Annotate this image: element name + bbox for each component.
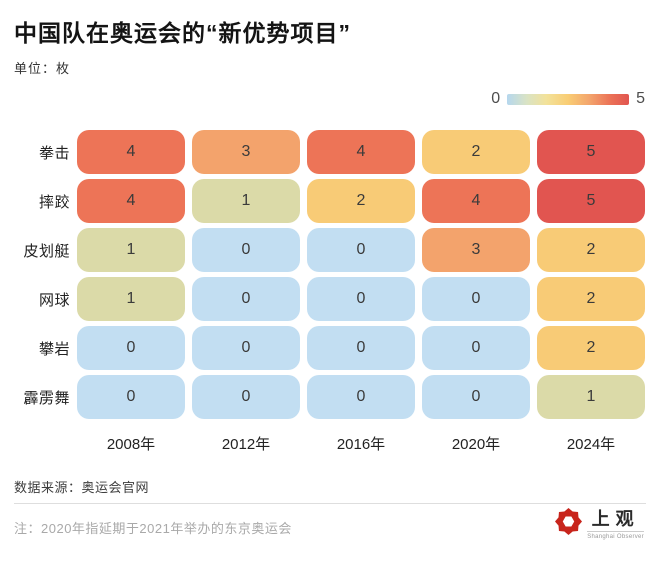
heatmap-cell: 4	[77, 130, 185, 174]
footer-divider	[14, 503, 646, 504]
heatmap-cell: 1	[77, 228, 185, 272]
publisher-logo: 上观 Shanghai Observer	[555, 508, 644, 540]
heatmap-grid: 拳击 4 3 4 2 5 摔跤 4 1 2 4 5 皮划艇 1 0 0 3 2 网球 1 0 0 0 2 攀岩 0 0 0 0 2 霹雳舞 0…	[14, 130, 645, 468]
heatmap-cell: 0	[422, 375, 530, 419]
row-label: 霹雳舞	[23, 389, 70, 407]
legend-min-label: 0	[491, 90, 501, 107]
row-label: 攀岩	[38, 340, 70, 358]
heatmap-cell: 4	[422, 179, 530, 223]
legend-gradient-bar	[507, 93, 630, 105]
rosette-icon	[555, 508, 583, 535]
column-label: 2008年	[106, 435, 156, 453]
heatmap-cell: 0	[307, 375, 415, 419]
column-label: 2012年	[221, 435, 271, 453]
heatmap-cell: 1	[192, 179, 300, 223]
column-label: 2016年	[336, 435, 386, 453]
heatmap-cell: 0	[77, 326, 185, 370]
logo-name: 上观	[591, 509, 640, 529]
axis-spacer	[14, 424, 70, 462]
data-source: 数据来源：奥运会官网	[14, 480, 150, 495]
footnote: 注：2020年指延期于2021年举办的东京奥运会	[14, 521, 292, 536]
row-label: 皮划艇	[23, 242, 70, 260]
heatmap-cell: 1	[77, 277, 185, 321]
heatmap-cell: 0	[192, 277, 300, 321]
heatmap-cell: 0	[307, 277, 415, 321]
heatmap-cell: 0	[192, 228, 300, 272]
heatmap-cell: 0	[307, 228, 415, 272]
heatmap-cell: 0	[422, 277, 530, 321]
heatmap-cell: 0	[422, 326, 530, 370]
heatmap-cell: 4	[77, 179, 185, 223]
heatmap-cell: 2	[537, 228, 645, 272]
heatmap-cell: 0	[192, 375, 300, 419]
column-label: 2020年	[451, 435, 501, 453]
heatmap-cell: 3	[422, 228, 530, 272]
heatmap-cell: 2	[537, 277, 645, 321]
row-label: 摔跤	[38, 193, 70, 211]
heatmap-cell: 4	[307, 130, 415, 174]
heatmap-cell: 0	[192, 326, 300, 370]
heatmap-cell: 2	[307, 179, 415, 223]
color-scale-legend: 0 5	[491, 90, 645, 108]
heatmap-cell: 5	[537, 179, 645, 223]
heatmap-cell: 2	[422, 130, 530, 174]
row-label: 网球	[38, 291, 70, 309]
heatmap-cell: 0	[77, 375, 185, 419]
logo-subtitle: Shanghai Observer	[587, 531, 644, 540]
column-label: 2024年	[566, 435, 616, 453]
page-title: 中国队在奥运会的“新优势项目”	[14, 20, 351, 46]
heatmap-cell: 3	[192, 130, 300, 174]
heatmap-cell: 1	[537, 375, 645, 419]
row-label: 拳击	[38, 144, 70, 162]
heatmap-cell: 2	[537, 326, 645, 370]
unit-label: 单位：枚	[14, 61, 71, 76]
heatmap-cell: 0	[307, 326, 415, 370]
legend-max-label: 5	[636, 90, 645, 107]
logo-text: 上观 Shanghai Observer	[587, 508, 644, 540]
heatmap-cell: 5	[537, 130, 645, 174]
